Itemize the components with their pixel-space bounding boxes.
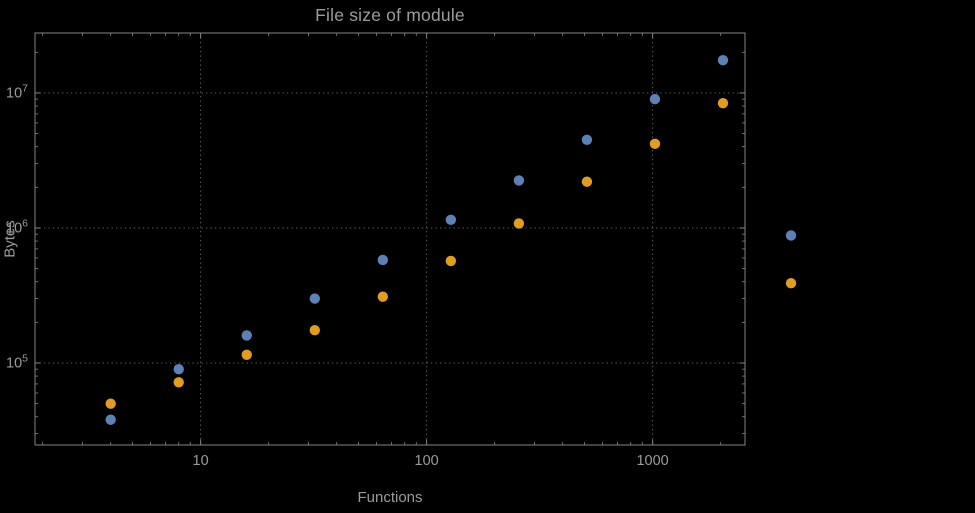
plot-frame [34, 32, 746, 446]
series-blue-point [309, 293, 320, 304]
x-tick-label: 10 [192, 453, 209, 469]
series-orange-point [173, 377, 184, 388]
series-orange-point [717, 97, 729, 109]
chart-title: File size of module [315, 5, 465, 25]
series-orange-point [785, 277, 797, 289]
series-blue-point [173, 363, 184, 375]
series-orange-point [649, 138, 661, 150]
x-tick-label: 100 [414, 453, 439, 469]
y-tick-exponent: 6 [22, 217, 28, 230]
series-blue-point [581, 134, 593, 145]
series-blue-point [717, 54, 729, 66]
series-blue-point [513, 175, 525, 186]
x-tick-label: 1000 [636, 453, 669, 469]
y-tick-label: 107 [6, 82, 28, 102]
series-blue-point [649, 93, 661, 105]
y-tick-exponent: 5 [22, 352, 28, 365]
y-tick-exponent: 7 [22, 82, 28, 95]
series-blue-point [105, 414, 116, 425]
series-blue-point [377, 254, 389, 266]
x-axis-label: Functions [357, 489, 423, 506]
series-orange-point [105, 398, 116, 409]
series-orange-point [513, 218, 525, 229]
series-orange-point [377, 291, 389, 302]
series-blue-point [241, 330, 252, 341]
y-tick-label: 105 [6, 352, 28, 372]
series-orange-point [241, 349, 252, 361]
y-tick-label: 106 [6, 217, 28, 237]
series-orange-point [309, 324, 320, 336]
series-orange-point [581, 176, 593, 187]
series-orange-point [445, 255, 457, 267]
series-blue-point [445, 214, 457, 225]
series-blue-point [785, 230, 797, 241]
